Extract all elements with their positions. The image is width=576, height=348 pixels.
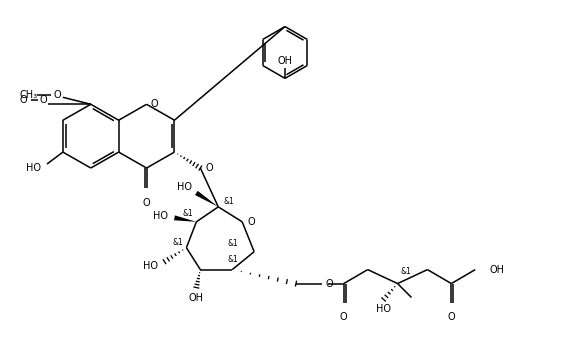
Text: HO: HO — [153, 211, 168, 221]
Text: HO: HO — [376, 304, 391, 315]
Text: &1: &1 — [228, 255, 238, 264]
Text: OH: OH — [278, 56, 293, 66]
Text: O: O — [150, 99, 158, 109]
Text: OH: OH — [489, 264, 504, 275]
Text: HO: HO — [143, 261, 158, 271]
Text: OH: OH — [189, 293, 204, 302]
Text: O: O — [326, 278, 334, 288]
Text: O: O — [39, 95, 47, 105]
Text: &1: &1 — [183, 209, 193, 218]
Text: O: O — [143, 198, 150, 208]
Text: HO: HO — [177, 182, 192, 192]
Polygon shape — [195, 191, 218, 207]
Text: &1: &1 — [400, 267, 411, 276]
Polygon shape — [174, 215, 196, 222]
Text: O: O — [53, 90, 60, 100]
Text: HO: HO — [25, 163, 40, 173]
Text: O: O — [247, 217, 255, 227]
Text: &1: &1 — [172, 238, 183, 247]
Text: &1: &1 — [228, 239, 238, 248]
Text: O: O — [448, 313, 455, 323]
Text: O: O — [205, 163, 213, 173]
Text: CH₃: CH₃ — [20, 90, 38, 100]
Text: &1: &1 — [223, 197, 234, 206]
Text: O: O — [19, 95, 27, 105]
Text: O: O — [340, 313, 347, 323]
